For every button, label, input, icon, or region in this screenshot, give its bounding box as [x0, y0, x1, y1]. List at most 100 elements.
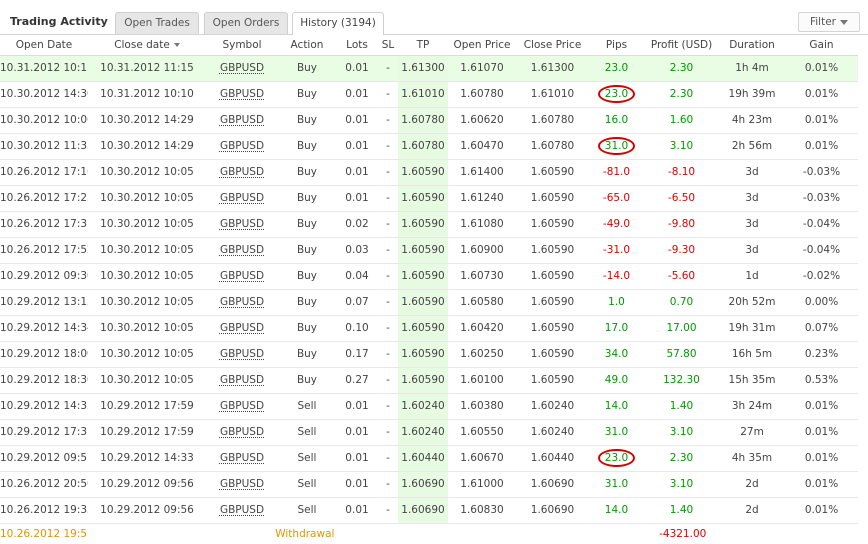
cell-symbol[interactable]: GBPUSD — [206, 342, 278, 367]
col-profit[interactable]: Profit (USD) — [650, 39, 713, 51]
withdrawal-row: 10.26.2012 19:59 Withdrawal -4321.00 — [0, 524, 858, 544]
cell-open-price: 1.60780 — [448, 82, 516, 107]
cell-symbol[interactable]: GBPUSD — [206, 212, 278, 237]
cell-profit: -9.80 — [644, 212, 719, 237]
cell-symbol[interactable]: GBPUSD — [206, 264, 278, 289]
symbol-value[interactable]: GBPUSD — [219, 426, 265, 438]
col-action[interactable]: Action — [290, 39, 324, 51]
cell-symbol[interactable]: GBPUSD — [206, 108, 278, 133]
table-row[interactable]: 10.30.2012 11:33 10.30.2012 14:29 GBPUSD Bu… — [0, 134, 858, 160]
tab-open-trades[interactable]: Open Trades — [115, 12, 199, 34]
filter-button[interactable]: Filter — [798, 12, 860, 32]
table-row[interactable]: 10.30.2012 10:06 10.30.2012 14:29 GBPUSD Bu… — [0, 108, 858, 134]
symbol-value[interactable]: GBPUSD — [219, 244, 265, 256]
action-value: Buy — [296, 114, 318, 126]
symbol-value[interactable]: GBPUSD — [219, 400, 265, 412]
symbol-value[interactable]: GBPUSD — [219, 348, 265, 360]
col-open-price[interactable]: Open Price — [453, 39, 511, 51]
gain-value: 0.01% — [804, 114, 839, 126]
table-row[interactable]: 10.26.2012 19:33 10.29.2012 09:56 GBPUSD Se… — [0, 498, 858, 524]
symbol-value[interactable]: GBPUSD — [219, 192, 265, 204]
table-row[interactable]: 10.29.2012 09:57 10.29.2012 14:33 GBPUSD Se… — [0, 446, 858, 472]
table-row[interactable]: 10.26.2012 17:16 10.30.2012 10:05 GBPUSD Bu… — [0, 160, 858, 186]
col-close-date[interactable]: Close date — [88, 35, 206, 55]
col-gain[interactable]: Gain — [809, 39, 834, 51]
tab-open-orders[interactable]: Open Orders — [204, 12, 288, 34]
cell-action: Buy — [278, 56, 336, 81]
pips-value: -14.0 — [602, 270, 631, 282]
table-row[interactable]: 10.26.2012 17:52 10.30.2012 10:05 GBPUSD Bu… — [0, 238, 858, 264]
tab-history[interactable]: History (3194) — [292, 12, 384, 35]
close-date-value: 10.29.2012 14:33 — [100, 452, 194, 464]
table-row[interactable]: 10.26.2012 17:31 10.30.2012 10:05 GBPUSD Bu… — [0, 212, 858, 238]
col-pips[interactable]: Pips — [605, 39, 628, 51]
profit-value: 17.00 — [666, 322, 697, 334]
cell-duration: 4h 23m — [719, 108, 785, 133]
col-lots[interactable]: Lots — [346, 39, 368, 51]
cell-symbol[interactable]: GBPUSD — [206, 420, 278, 445]
cell-lots: 0.01 — [336, 420, 378, 445]
cell-symbol[interactable]: GBPUSD — [206, 316, 278, 341]
cell-symbol[interactable]: GBPUSD — [206, 472, 278, 497]
table-row[interactable]: 10.26.2012 17:25 10.30.2012 10:05 GBPUSD Bu… — [0, 186, 858, 212]
symbol-value[interactable]: GBPUSD — [219, 88, 265, 100]
cell-symbol[interactable]: GBPUSD — [206, 446, 278, 471]
cell-pips: 31.0 — [589, 472, 644, 497]
col-tp[interactable]: TP — [416, 39, 430, 51]
table-row[interactable]: 10.29.2012 18:30 10.30.2012 10:05 GBPUSD Bu… — [0, 368, 858, 394]
symbol-value[interactable]: GBPUSD — [219, 140, 265, 152]
table-row[interactable]: 10.29.2012 14:35 10.29.2012 17:59 GBPUSD Se… — [0, 394, 858, 420]
symbol-value[interactable]: GBPUSD — [219, 166, 265, 178]
cell-symbol[interactable]: GBPUSD — [206, 134, 278, 159]
table-row[interactable]: 10.29.2012 18:00 10.30.2012 10:05 GBPUSD Bu… — [0, 342, 858, 368]
table-row[interactable]: 10.29.2012 14:34 10.30.2012 10:05 GBPUSD Bu… — [0, 316, 858, 342]
action-value: Buy — [296, 374, 318, 386]
cell-symbol[interactable]: GBPUSD — [206, 56, 278, 81]
cell-symbol[interactable]: GBPUSD — [206, 498, 278, 523]
cell-symbol[interactable]: GBPUSD — [206, 290, 278, 315]
table-row[interactable]: 10.31.2012 10:11 10.31.2012 11:15 GBPUSD Bu… — [0, 56, 858, 82]
cell-symbol[interactable]: GBPUSD — [206, 160, 278, 185]
symbol-value[interactable]: GBPUSD — [219, 504, 265, 516]
col-close-price[interactable]: Close Price — [523, 39, 582, 51]
close-price-value: 1.61010 — [530, 88, 575, 100]
symbol-value[interactable]: GBPUSD — [219, 296, 265, 308]
col-open-date[interactable]: Open Date — [15, 39, 73, 51]
cell-symbol[interactable]: GBPUSD — [206, 368, 278, 393]
col-duration[interactable]: Duration — [729, 39, 775, 51]
cell-lots: 0.01 — [336, 394, 378, 419]
symbol-value[interactable]: GBPUSD — [219, 218, 265, 230]
duration-value: 3d — [745, 218, 759, 230]
cell-tp: 1.60240 — [398, 420, 448, 445]
col-sl[interactable]: SL — [381, 39, 395, 51]
cell-symbol[interactable]: GBPUSD — [206, 394, 278, 419]
cell-symbol[interactable]: GBPUSD — [206, 238, 278, 263]
cell-action: Sell — [278, 420, 336, 445]
table-row[interactable]: 10.29.2012 09:30 10.30.2012 10:05 GBPUSD Bu… — [0, 264, 858, 290]
chevron-down-icon — [840, 19, 848, 25]
open-price-value: 1.60620 — [460, 114, 504, 126]
table-row[interactable]: 10.29.2012 13:13 10.30.2012 10:05 GBPUSD Bu… — [0, 290, 858, 316]
close-date-value: 10.30.2012 10:05 — [100, 166, 194, 178]
symbol-value[interactable]: GBPUSD — [219, 374, 265, 386]
cell-action: Buy — [278, 160, 336, 185]
pips-value: 31.0 — [604, 478, 629, 490]
symbol-value[interactable]: GBPUSD — [219, 452, 265, 464]
symbol-value[interactable]: GBPUSD — [219, 270, 265, 282]
duration-value: 27m — [740, 426, 764, 438]
cell-action: Buy — [278, 368, 336, 393]
close-price-value: 1.60590 — [530, 218, 575, 230]
close-date-value: 10.31.2012 11:15 — [100, 62, 194, 74]
symbol-value[interactable]: GBPUSD — [219, 478, 265, 490]
symbol-value[interactable]: GBPUSD — [219, 114, 265, 126]
cell-symbol[interactable]: GBPUSD — [206, 82, 278, 107]
symbol-value[interactable]: GBPUSD — [219, 62, 265, 74]
col-symbol[interactable]: Symbol — [222, 39, 262, 51]
table-row[interactable]: 10.29.2012 17:31 10.29.2012 17:59 GBPUSD Se… — [0, 420, 858, 446]
table-row[interactable]: 10.26.2012 20:56 10.29.2012 09:56 GBPUSD Se… — [0, 472, 858, 498]
cell-open-price: 1.61400 — [448, 160, 516, 185]
cell-symbol[interactable]: GBPUSD — [206, 186, 278, 211]
symbol-value[interactable]: GBPUSD — [219, 322, 265, 334]
cell-lots: 0.01 — [336, 446, 378, 471]
table-row[interactable]: 10.30.2012 14:30 10.31.2012 10:10 GBPUSD Bu… — [0, 82, 858, 108]
